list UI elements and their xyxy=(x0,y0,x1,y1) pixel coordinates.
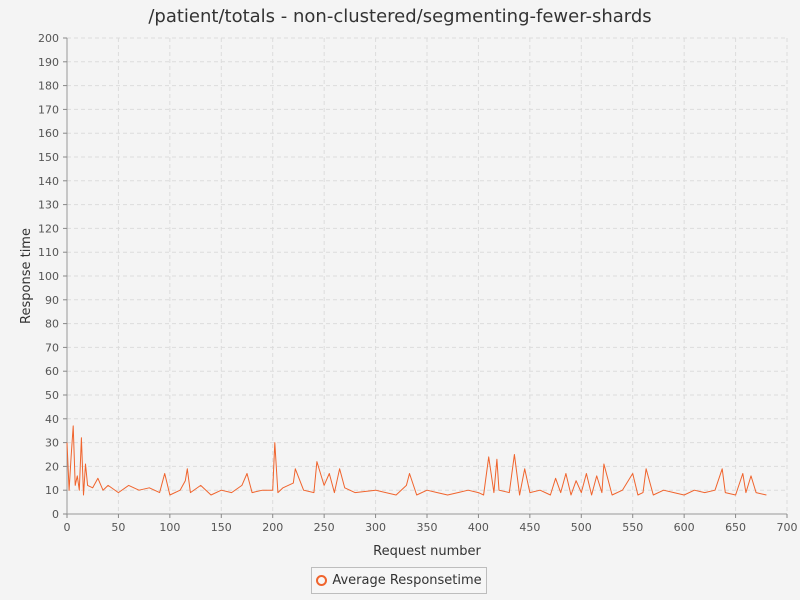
y-tick-label: 120 xyxy=(38,222,59,235)
y-tick-label: 80 xyxy=(45,318,59,331)
y-tick-label: 0 xyxy=(52,508,59,521)
y-tick-label: 110 xyxy=(38,246,59,259)
y-axis-title: Response time xyxy=(19,228,34,324)
x-tick-label: 300 xyxy=(365,521,386,534)
x-tick-label: 350 xyxy=(417,521,438,534)
x-axis-ticks: 0 50 100 150 200 250 300 350 400 450 500 550 600 650 7… xyxy=(64,514,798,534)
x-tick-label: 150 xyxy=(211,521,232,534)
x-tick-label: 400 xyxy=(468,521,489,534)
y-tick-label: 140 xyxy=(38,175,59,188)
y-tick-label: 190 xyxy=(38,56,59,69)
series-layer xyxy=(66,425,767,496)
x-tick-label: 250 xyxy=(314,521,335,534)
y-tick-label: 100 xyxy=(38,270,59,283)
x-tick-label: 100 xyxy=(159,521,180,534)
y-tick-label: 50 xyxy=(45,389,59,402)
x-tick-label: 0 xyxy=(64,521,71,534)
legend: Average Responsetime xyxy=(311,567,487,594)
y-tick-label: 40 xyxy=(45,413,59,426)
y-tick-label: 160 xyxy=(38,127,59,140)
x-tick-label: 500 xyxy=(571,521,592,534)
y-tick-label: 150 xyxy=(38,151,59,164)
x-tick-label: 50 xyxy=(111,521,125,534)
y-tick-label: 180 xyxy=(38,80,59,93)
x-tick-label: 450 xyxy=(519,521,540,534)
y-tick-label: 130 xyxy=(38,199,59,212)
chart-title: /patient/totals - non-clustered/segmenti… xyxy=(148,6,652,27)
y-axis-ticks: 0 10 20 30 40 50 60 70 80 90 100 110 120 130 140 150 160… xyxy=(38,32,67,521)
y-tick-label: 90 xyxy=(45,294,59,307)
y-tick-label: 200 xyxy=(38,32,59,45)
y-tick-label: 60 xyxy=(45,365,59,378)
y-tick-label: 10 xyxy=(45,484,59,497)
legend-marker-icon xyxy=(316,575,328,586)
x-axis-title: Request number xyxy=(373,544,481,559)
x-tick-label: 600 xyxy=(674,521,695,534)
x-tick-label: 550 xyxy=(622,521,643,534)
series-line xyxy=(66,425,767,496)
x-tick-label: 200 xyxy=(262,521,283,534)
y-tick-label: 30 xyxy=(45,437,59,450)
x-tick-label: 650 xyxy=(725,521,746,534)
y-tick-label: 20 xyxy=(45,460,59,473)
x-tick-label: 700 xyxy=(777,521,798,534)
grid-lines xyxy=(66,37,788,515)
y-tick-label: 170 xyxy=(38,103,59,116)
y-tick-label: 70 xyxy=(45,341,59,354)
legend-label: Average Responsetime xyxy=(332,573,482,588)
